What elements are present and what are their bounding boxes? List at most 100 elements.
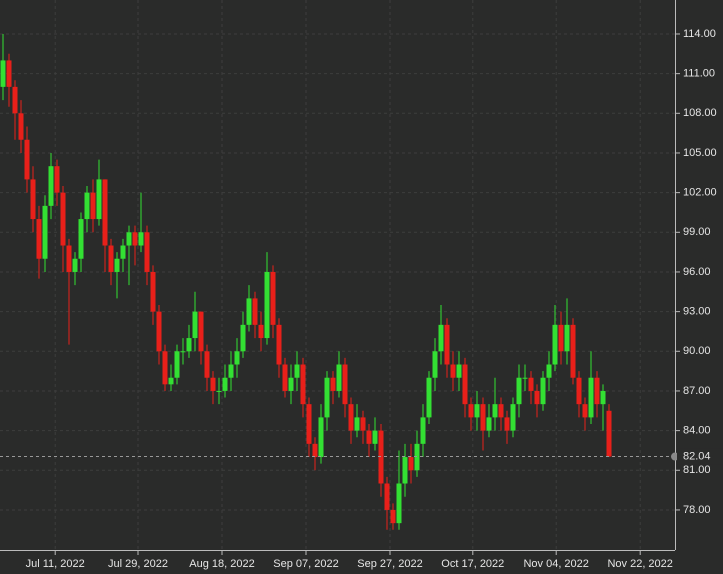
- candle-body: [474, 404, 480, 418]
- candle-body: [90, 192, 96, 220]
- y-tick-label: 105.00: [683, 147, 717, 159]
- candle-body: [36, 219, 42, 259]
- candle-body: [600, 390, 606, 405]
- candle-body: [18, 113, 24, 140]
- candle-body: [282, 364, 288, 391]
- candle-body: [186, 338, 192, 352]
- candle-body: [270, 271, 276, 325]
- candle-body: [168, 377, 174, 385]
- y-tick-label: 90.00: [683, 345, 711, 357]
- candle-body: [228, 364, 234, 378]
- candle-body: [438, 324, 444, 352]
- candle-body: [552, 324, 558, 365]
- candle-body: [120, 245, 126, 259]
- candle-body: [78, 219, 84, 259]
- candle-body: [306, 404, 312, 444]
- candle-body: [534, 390, 540, 405]
- x-tick-label: Nov 04, 2022: [523, 558, 588, 570]
- candle-body: [30, 179, 36, 220]
- y-tick-label: 111.00: [683, 68, 715, 80]
- candle-body: [528, 377, 534, 391]
- candle-body: [450, 364, 456, 378]
- candle-body: [0, 60, 6, 87]
- candle-body: [582, 404, 588, 418]
- y-tick-label: 81.00: [683, 464, 711, 476]
- candle-body: [354, 417, 360, 431]
- last-price-box: [677, 448, 723, 465]
- candle-body: [546, 364, 552, 378]
- candle-body: [252, 298, 258, 325]
- x-tick-label: Sep 27, 2022: [357, 558, 422, 570]
- candle-body: [498, 404, 504, 418]
- candle-body: [330, 377, 336, 391]
- candle-body: [126, 232, 132, 246]
- candle-body: [264, 271, 270, 339]
- candle-body: [102, 179, 108, 246]
- candle-body: [162, 351, 168, 385]
- candle-body: [114, 258, 120, 272]
- y-tick-label: 96.00: [683, 266, 711, 278]
- candle-body: [288, 377, 294, 391]
- candle-body: [468, 404, 474, 418]
- candle-body: [510, 404, 516, 431]
- candle-body: [426, 377, 432, 418]
- candle-body: [258, 324, 264, 339]
- candle-body: [234, 351, 240, 365]
- candle-body: [522, 377, 528, 379]
- candle-body: [216, 390, 222, 392]
- candle-body: [396, 483, 402, 524]
- candle-body: [390, 509, 396, 524]
- candle-body: [174, 351, 180, 378]
- candle-body: [486, 417, 492, 431]
- candle-body: [300, 364, 306, 405]
- candle-body: [180, 351, 186, 353]
- candle-body: [132, 232, 138, 246]
- candle-body: [192, 311, 198, 339]
- candle-body: [222, 377, 228, 391]
- candle-body: [558, 324, 564, 352]
- candle-body: [432, 351, 438, 378]
- x-tick-label: Jul 29, 2022: [108, 558, 168, 570]
- y-tick-label: 93.00: [683, 306, 711, 318]
- candle-body: [66, 245, 72, 272]
- x-tick-label: Oct 17, 2022: [441, 558, 504, 570]
- candle-body: [504, 417, 510, 431]
- candle-body: [312, 443, 318, 458]
- candle-body: [456, 364, 462, 378]
- candle-body: [210, 377, 216, 391]
- candle-body: [540, 377, 546, 405]
- y-tick-label: 99.00: [683, 226, 711, 238]
- candle-body: [324, 377, 330, 418]
- candle-body: [372, 430, 378, 444]
- candle-body: [84, 192, 90, 220]
- candle-body: [480, 404, 486, 431]
- candle-body: [594, 377, 600, 405]
- candle-body: [60, 192, 66, 246]
- candle-body: [6, 60, 12, 87]
- candle-body: [348, 404, 354, 431]
- candle-body: [336, 364, 342, 391]
- candle-body: [366, 430, 372, 444]
- candle-body: [378, 430, 384, 484]
- x-tick-label: Aug 18, 2022: [189, 558, 254, 570]
- candle-body: [198, 311, 204, 352]
- y-tick-label: 102.00: [683, 187, 717, 199]
- candle-body: [246, 298, 252, 325]
- candle-body: [444, 324, 450, 365]
- y-tick-label: 108.00: [683, 107, 717, 119]
- candle-body: [606, 410, 612, 457]
- y-tick-label: 84.00: [683, 425, 711, 437]
- candle-body: [408, 457, 414, 471]
- candle-body: [24, 139, 30, 180]
- y-tick-label: 114.00: [683, 28, 716, 40]
- candle-body: [516, 377, 522, 405]
- candle-body: [48, 166, 54, 206]
- candle-body: [342, 364, 348, 405]
- candle-body: [138, 232, 144, 246]
- candle-body: [414, 443, 420, 471]
- candle-body: [318, 417, 324, 458]
- candle-body: [96, 179, 102, 220]
- candle-body: [360, 417, 366, 431]
- candle-body: [156, 311, 162, 352]
- candle-body: [420, 417, 426, 444]
